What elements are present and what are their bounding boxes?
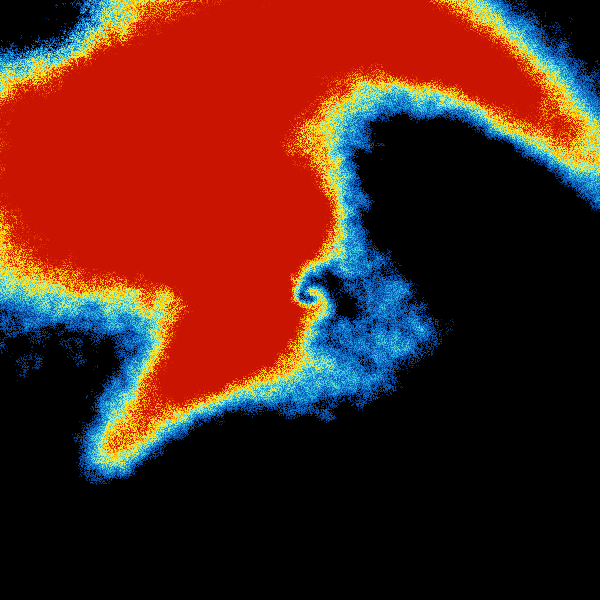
satellite-image-viewer[interactable]: black warmest to deep red coldest cloud … <box>0 0 600 600</box>
satellite-image <box>0 0 600 600</box>
